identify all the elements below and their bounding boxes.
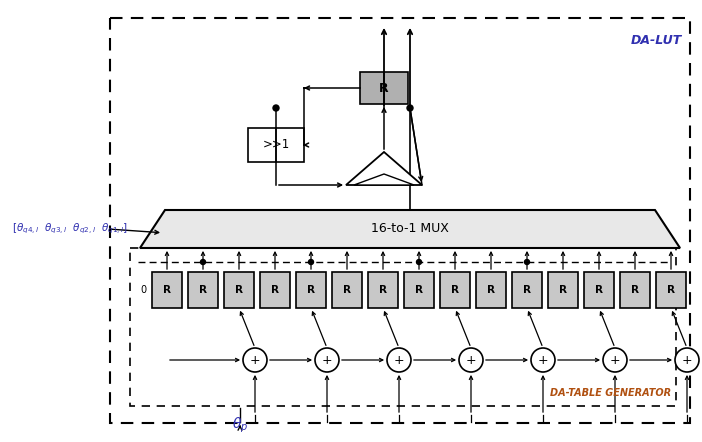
Circle shape xyxy=(675,348,699,372)
Text: R: R xyxy=(379,285,387,295)
Text: +: + xyxy=(465,354,477,366)
Text: $[\theta_{q4,l}\ \ \theta_{q3,l}\ \ \theta_{q2,l}\ \ \theta_{q1,l}]$: $[\theta_{q4,l}\ \ \theta_{q3,l}\ \ \the… xyxy=(12,222,128,236)
Text: R: R xyxy=(667,285,675,295)
Text: R: R xyxy=(631,285,639,295)
Circle shape xyxy=(243,348,267,372)
Text: +: + xyxy=(610,354,621,366)
Text: R: R xyxy=(415,285,423,295)
Text: $\theta_p$: $\theta_p$ xyxy=(232,415,248,435)
Text: R: R xyxy=(343,285,351,295)
Text: +: + xyxy=(250,354,260,366)
Circle shape xyxy=(407,105,413,111)
Text: R: R xyxy=(235,285,243,295)
Circle shape xyxy=(524,259,529,264)
Bar xyxy=(404,272,434,308)
Text: R: R xyxy=(559,285,567,295)
Circle shape xyxy=(308,259,314,264)
Bar xyxy=(248,128,304,162)
Polygon shape xyxy=(140,210,680,248)
Bar xyxy=(548,272,578,308)
Bar xyxy=(584,272,614,308)
Circle shape xyxy=(459,348,483,372)
Polygon shape xyxy=(354,174,414,185)
Text: >>1: >>1 xyxy=(263,138,290,152)
Bar xyxy=(296,272,326,308)
Text: 0: 0 xyxy=(141,285,147,295)
Bar xyxy=(440,272,470,308)
Circle shape xyxy=(531,348,555,372)
Text: R: R xyxy=(487,285,495,295)
Bar xyxy=(476,272,506,308)
Polygon shape xyxy=(346,152,422,185)
Bar xyxy=(368,272,398,308)
Text: R: R xyxy=(163,285,171,295)
Text: +: + xyxy=(322,354,332,366)
Text: DA-LUT: DA-LUT xyxy=(631,34,682,46)
Bar xyxy=(260,272,290,308)
Bar xyxy=(620,272,650,308)
Text: R: R xyxy=(271,285,279,295)
Text: +: + xyxy=(682,354,692,366)
Bar xyxy=(332,272,362,308)
Circle shape xyxy=(315,348,339,372)
Text: R: R xyxy=(379,81,389,95)
Bar xyxy=(512,272,542,308)
Text: R: R xyxy=(199,285,207,295)
Text: R: R xyxy=(595,285,603,295)
Text: +: + xyxy=(394,354,404,366)
Bar xyxy=(224,272,254,308)
Circle shape xyxy=(273,105,279,111)
Bar xyxy=(360,72,408,104)
Text: R: R xyxy=(451,285,459,295)
Bar xyxy=(188,272,218,308)
Circle shape xyxy=(416,259,421,264)
Text: +: + xyxy=(538,354,548,366)
Bar xyxy=(110,18,690,423)
Text: 16-to-1 MUX: 16-to-1 MUX xyxy=(371,222,449,236)
Bar xyxy=(152,272,182,308)
Circle shape xyxy=(201,259,206,264)
Circle shape xyxy=(387,348,411,372)
Bar xyxy=(130,248,676,406)
Text: R: R xyxy=(523,285,531,295)
Bar xyxy=(656,272,686,308)
Text: R: R xyxy=(307,285,315,295)
Text: DA-TABLE GENERATOR: DA-TABLE GENERATOR xyxy=(550,388,671,398)
Circle shape xyxy=(603,348,627,372)
